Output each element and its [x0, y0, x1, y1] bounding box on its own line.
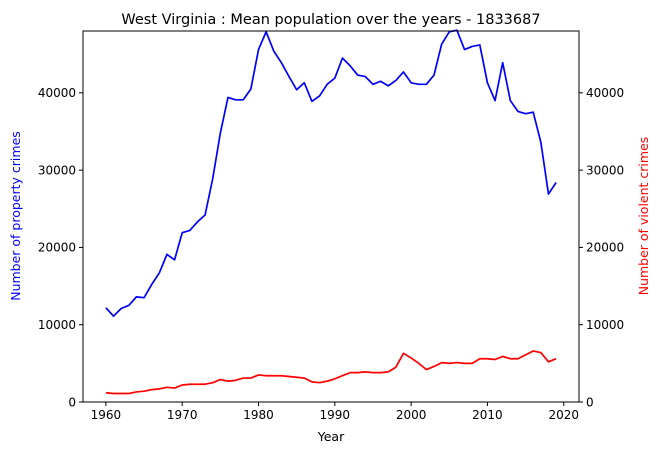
x-tick-label: 1970 — [167, 408, 198, 422]
series-lines — [105, 29, 557, 395]
plot-frame — [82, 30, 580, 403]
y-axis-left-ticks: 0 10000 20000 30000 40000 — [38, 86, 83, 409]
plot-area — [83, 31, 579, 402]
y-left-tick-label: 10000 — [38, 318, 76, 332]
x-axis-ticks: 1960 1970 1980 1990 2000 2010 2020 — [91, 402, 579, 422]
y-left-tick-label: 30000 — [38, 163, 76, 177]
y-right-tick-label: 40000 — [586, 86, 624, 100]
y-axis-right-label: Number of violent crimes — [636, 137, 651, 296]
y-right-tick-label: 10000 — [586, 318, 624, 332]
x-tick-label: 2000 — [396, 408, 427, 422]
y-left-tick-label: 0 — [68, 395, 76, 409]
x-tick-label: 1960 — [91, 408, 122, 422]
x-tick-label: 2020 — [548, 408, 579, 422]
violent-crimes-line — [105, 350, 557, 395]
x-tick-label: 1980 — [243, 408, 274, 422]
x-axis-label: Year — [317, 429, 345, 444]
chart-title: West Virginia : Mean population over the… — [121, 12, 540, 28]
property-crimes-line — [105, 29, 557, 318]
y-left-tick-label: 20000 — [38, 241, 76, 255]
y-right-tick-label: 20000 — [586, 241, 624, 255]
y-axis-right-ticks: 0 10000 20000 30000 40000 — [579, 86, 624, 409]
x-tick-label: 1990 — [320, 408, 351, 422]
y-right-tick-label: 30000 — [586, 163, 624, 177]
y-right-tick-label: 0 — [586, 395, 594, 409]
x-tick-label: 2010 — [472, 408, 503, 422]
y-left-tick-label: 40000 — [38, 86, 76, 100]
y-axis-left-label: Number of property crimes — [8, 131, 23, 301]
